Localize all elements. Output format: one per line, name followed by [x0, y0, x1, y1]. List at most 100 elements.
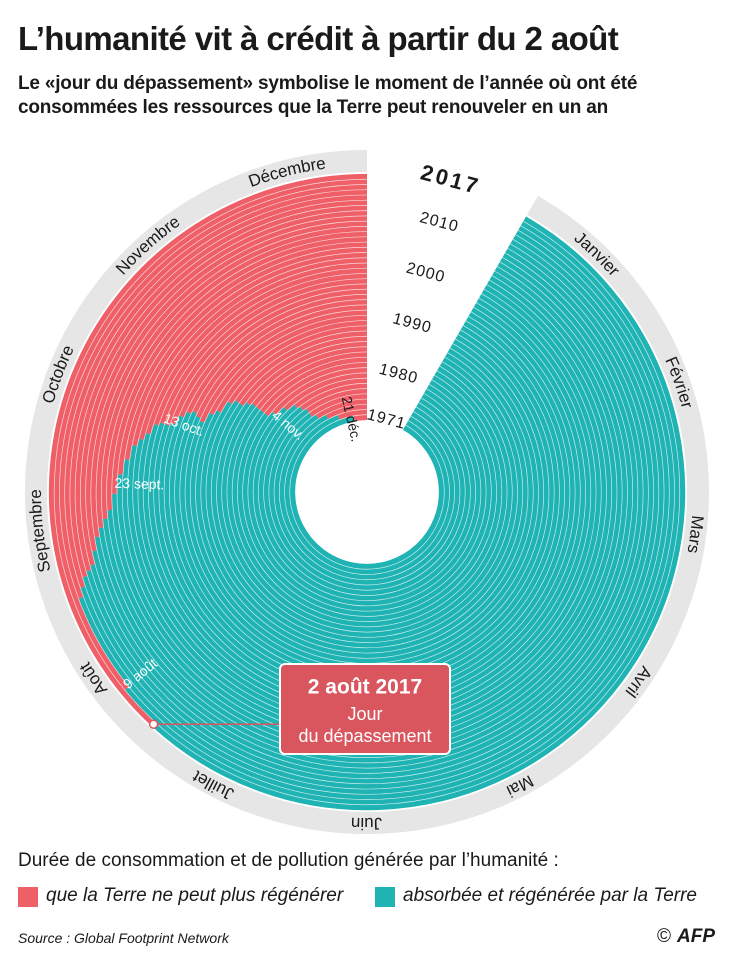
ring-segment-not-regenerated: [294, 377, 368, 409]
ring-segment-not-regenerated: [209, 315, 368, 416]
month-label: Juin: [351, 813, 383, 832]
ring-segment-regenerated: [185, 334, 550, 675]
ring-segment-regenerated: [78, 225, 675, 800]
ring-segment-regenerated: [258, 397, 476, 601]
year-label: 1980: [377, 361, 420, 388]
ring-segment-not-regenerated: [315, 398, 368, 419]
ring-segment-regenerated: [205, 352, 529, 654]
ring-segment-regenerated: [111, 270, 623, 748]
year-ring-2014: [64, 189, 670, 795]
year-ring-1983: [226, 351, 508, 633]
ring-segment-not-regenerated: [64, 189, 368, 588]
year-ring-2011: [80, 205, 654, 779]
legend-label: que la Terre ne peut plus régénérer: [46, 885, 344, 906]
ring-segment-not-regenerated: [234, 330, 368, 404]
ring-segment-not-regenerated: [138, 257, 368, 440]
ring-segment-regenerated: [86, 239, 659, 784]
year-label: 2000: [404, 260, 447, 287]
ring-segment-regenerated: [98, 257, 639, 764]
ring-segment-regenerated: [247, 388, 487, 612]
ring-segment-regenerated: [226, 370, 508, 633]
year-ring-1977: [258, 383, 476, 601]
ring-segment-not-regenerated: [251, 346, 368, 407]
ring-segment-not-regenerated: [111, 236, 368, 494]
ring-segment-regenerated: [273, 411, 461, 586]
ring-segment-not-regenerated: [272, 367, 368, 416]
ring-segment-not-regenerated: [164, 278, 368, 426]
ring-segment-not-regenerated: [353, 414, 368, 422]
ring-segment-regenerated: [151, 216, 686, 811]
year-ring-2010: [85, 210, 649, 774]
year-ring-2007: [101, 226, 633, 758]
year-ring-2002: [127, 252, 607, 732]
ring-segment-not-regenerated: [95, 220, 368, 529]
ring-segment-regenerated: [132, 289, 602, 727]
ring-segment-regenerated: [124, 221, 680, 805]
date-annotation: 23 sept.: [114, 475, 164, 493]
ring-segment-regenerated: [127, 284, 607, 732]
ring-segment-regenerated: [232, 375, 502, 627]
year-label: 1990: [391, 310, 434, 337]
ring-segment-not-regenerated: [75, 200, 368, 572]
ring-segment-not-regenerated: [300, 383, 368, 411]
year-ring-1987: [205, 330, 529, 654]
ring-segment-not-regenerated: [179, 289, 368, 418]
ring-segment-regenerated: [252, 393, 481, 606]
ring-segment-regenerated: [116, 275, 618, 743]
year-ring-1982: [232, 357, 502, 627]
year-ring-2017: [48, 173, 686, 811]
ring-segment-not-regenerated: [132, 252, 368, 446]
year-ring-1974: [273, 398, 461, 586]
ring-segment-not-regenerated: [227, 325, 368, 405]
ring-segment-regenerated: [102, 261, 633, 758]
ring-segment-not-regenerated: [106, 231, 368, 511]
year-ring-2000: [137, 262, 597, 722]
ring-segment-not-regenerated: [117, 241, 368, 475]
legend-swatch-teal: [375, 887, 395, 907]
page-subtitle: Le «jour du dépassement» symbolise le mo…: [18, 73, 638, 118]
ring-segment-regenerated: [91, 248, 649, 774]
ring-segment-not-regenerated: [305, 388, 368, 413]
ring-segment-regenerated: [195, 343, 539, 664]
year-label: 2017: [418, 159, 483, 199]
ring-segment-regenerated: [242, 384, 492, 617]
ring-segment-not-regenerated: [255, 351, 368, 410]
ring-segment-not-regenerated: [59, 184, 368, 599]
ring-segment-not-regenerated: [192, 299, 368, 414]
ring-segment-not-regenerated: [124, 247, 368, 460]
callout-box: [279, 663, 451, 755]
year-ring-2006: [106, 231, 628, 753]
year-ring-1979: [247, 372, 487, 612]
source-note: Source : Global Footprint Network: [18, 930, 229, 946]
ring-separators: [53, 178, 681, 806]
year-ring-2003: [122, 247, 612, 737]
year-ring-1971: [289, 414, 445, 570]
year-ring-2008: [95, 220, 639, 764]
ring-segment-not-regenerated: [195, 304, 368, 419]
ring-segment-regenerated: [89, 243, 654, 779]
ring-segment-regenerated: [263, 402, 471, 596]
ring-segment-not-regenerated: [170, 283, 368, 425]
month-ring-band: [25, 150, 709, 834]
ring-segment-not-regenerated: [239, 336, 368, 407]
ring-segment-regenerated: [137, 293, 597, 722]
ring-segment-not-regenerated: [199, 309, 368, 423]
ring-segment-regenerated: [237, 379, 497, 622]
year-ring-1991: [185, 309, 550, 675]
ring-segment-regenerated: [216, 361, 518, 643]
year-ring-1981: [237, 362, 497, 622]
year-label: 2010: [418, 209, 461, 236]
ring-segment-regenerated: [200, 347, 534, 659]
callout-title: 2 août 2017: [308, 676, 422, 699]
year-ring-1973: [279, 404, 455, 580]
legend-swatch-red: [18, 887, 38, 907]
ring-segment-not-regenerated: [48, 173, 368, 727]
ring-segment-not-regenerated: [186, 294, 368, 414]
ring-segment-regenerated: [107, 266, 628, 753]
year-ring-1976: [263, 388, 471, 596]
ring-segment-not-regenerated: [54, 179, 368, 691]
year-ring-1980: [242, 367, 492, 617]
ring-segment-not-regenerated: [308, 393, 368, 418]
